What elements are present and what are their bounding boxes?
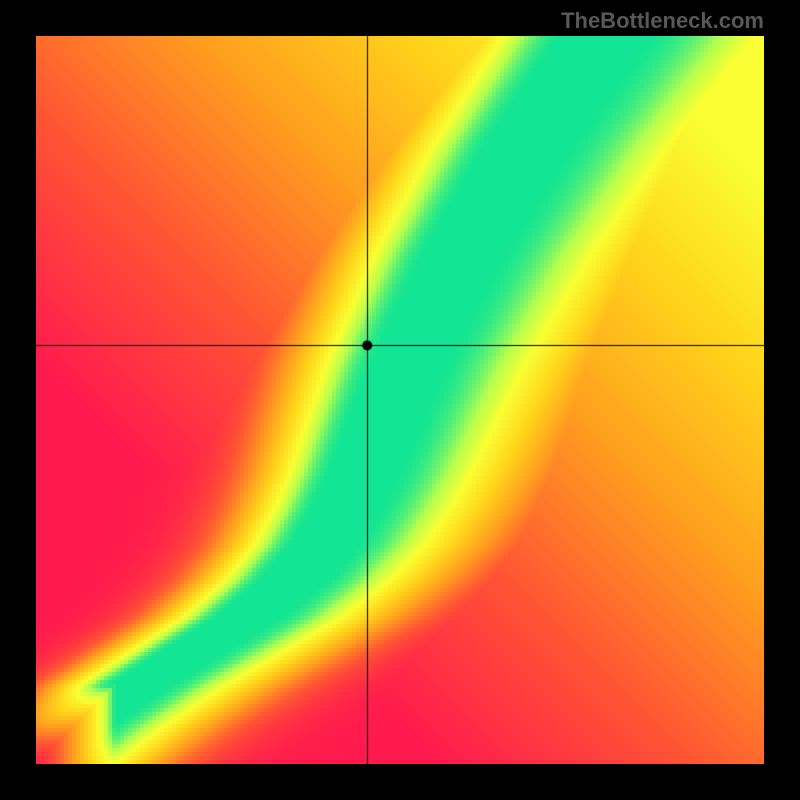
overlay-canvas [0,0,800,800]
chart-container: { "meta": { "width": 800, "height": 800,… [0,0,800,800]
watermark-text: TheBottleneck.com [561,8,764,34]
